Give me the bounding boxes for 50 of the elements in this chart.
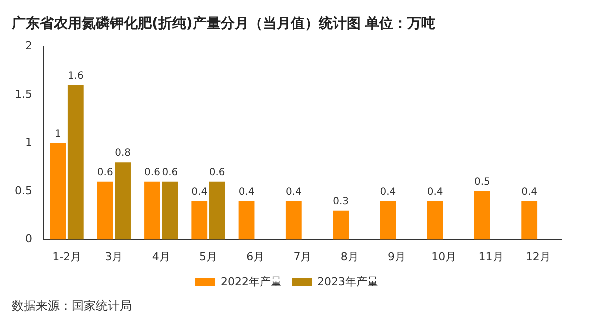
x-tick-label: 1-2月: [52, 250, 82, 264]
data-label: 0.4: [238, 186, 255, 198]
data-label: 0.4: [427, 186, 444, 198]
bar: [115, 162, 131, 240]
bar: [97, 182, 114, 240]
y-tick-label: 2: [25, 40, 32, 53]
x-tick-label: 7月: [294, 250, 312, 264]
bar: [144, 182, 160, 240]
data-label: 1: [55, 128, 62, 140]
data-label: 0.6: [144, 167, 160, 178]
chart-title: 广东省农用氮磷钾化肥(折纯)产量分月（当月值）统计图 单位：万吨: [11, 15, 436, 32]
y-tick-label: 1.5: [14, 88, 32, 101]
x-tick-label: 6月: [246, 250, 265, 264]
data-label: 0.8: [115, 148, 131, 160]
data-label: 0.6: [162, 167, 178, 178]
x-tick-label: 3月: [105, 250, 124, 264]
y-tick-label: 0.5: [14, 184, 32, 198]
bar: [238, 201, 255, 240]
data-label: 0.3: [333, 196, 349, 208]
x-tick-label: 8月: [340, 250, 359, 264]
bar: [427, 201, 444, 240]
data-label: 0.4: [286, 186, 302, 198]
legend-label: 2023年产量: [318, 275, 378, 288]
data-label: 0.4: [192, 186, 208, 198]
legend-label: 2022年产量: [221, 275, 282, 288]
x-tick-label: 10月: [432, 250, 457, 264]
bar: [522, 201, 538, 240]
bar: [474, 192, 490, 240]
bar: [380, 201, 396, 240]
x-tick-label: 12月: [526, 250, 551, 264]
data-label: 0.6: [209, 167, 226, 178]
bar: [192, 201, 208, 240]
source-note: 数据来源：国家统计局: [11, 298, 133, 315]
x-tick-label: 11月: [478, 250, 504, 264]
data-label: 0.4: [380, 186, 396, 198]
bar: [286, 201, 302, 240]
x-tick-label: 4月: [152, 250, 170, 264]
bar: [162, 182, 178, 240]
data-label: 0.6: [97, 167, 114, 178]
bar: [50, 143, 66, 240]
x-tick-label: 9月: [388, 250, 406, 264]
bar: [68, 85, 84, 240]
data-label: 0.4: [522, 186, 538, 198]
bar: [209, 182, 226, 240]
y-tick-label: 1: [25, 136, 32, 150]
data-label: 0.5: [474, 177, 490, 188]
y-tick-label: 0: [25, 232, 32, 246]
x-tick-label: 5月: [199, 250, 218, 264]
bar: [333, 210, 349, 240]
data-label: 1.6: [68, 70, 84, 82]
